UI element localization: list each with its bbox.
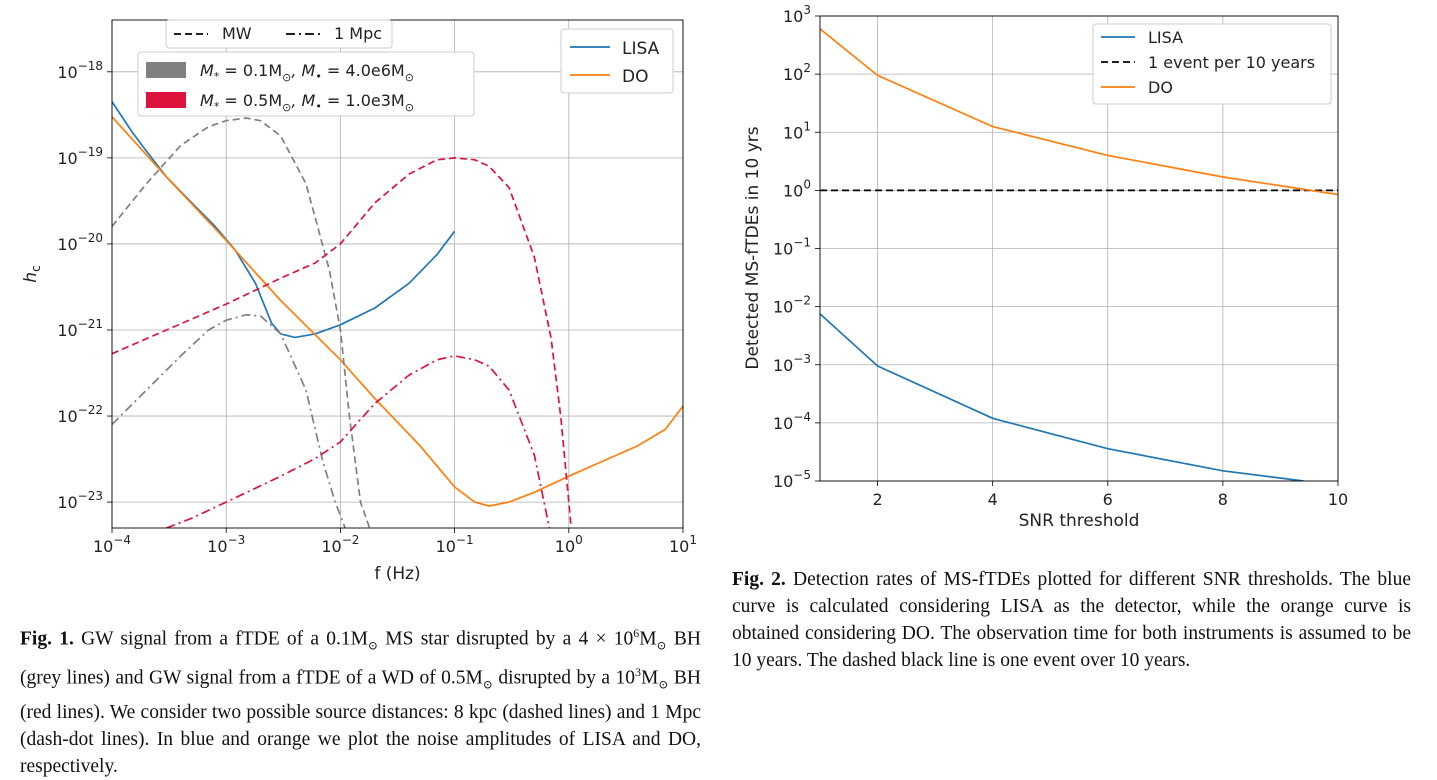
caption-text: MS star disrupted by a 4 × 10 — [378, 628, 634, 650]
y-tick-label: 10−22 — [57, 403, 103, 426]
y-tick-label: 100 — [783, 177, 811, 200]
x-tick-label: 10−4 — [93, 533, 131, 556]
series-line — [112, 313, 346, 528]
caption-text: M — [641, 667, 659, 689]
legend-label: LISA — [1148, 28, 1183, 47]
legend-box — [1092, 23, 1332, 105]
figure-2-caption-label: Fig. 2. — [732, 569, 786, 590]
figure-1-plot: 10−4 10−3 10−2 10−1 100 101 10−18 10−19 10−20 10−… — [21, 19, 697, 584]
legend-label: M* = 0.1M⊙, M• = 4.0e6M⊙ — [200, 61, 414, 84]
y-tick-label: 103 — [783, 3, 811, 26]
legend-detectors: LISA DO — [560, 28, 674, 94]
figure-1-caption: Fig. 1. GW signal from a fTDE of a 0.1M⊙… — [20, 620, 701, 780]
legend-box — [165, 19, 393, 49]
y-tick-label: 10−4 — [773, 410, 811, 433]
legend-label: DO — [622, 67, 648, 87]
caption-text: BH (grey lines) and GW signal from a fTD… — [20, 628, 701, 689]
series-line — [820, 28, 1338, 196]
caption-text: BH (red lines). We consider two possible… — [20, 667, 701, 777]
legend-label: 1 Mpc — [334, 24, 382, 43]
x-tick-label: 8 — [1218, 490, 1228, 509]
legend-label: 1 event per 10 years — [1148, 53, 1315, 72]
plot-frame — [111, 19, 684, 529]
x-tick-label: 101 — [669, 533, 697, 556]
x-axis-label: SNR threshold — [1019, 511, 1140, 531]
figure-2-plot: 2 4 6 8 10 103 102 101 100 10−1 10−2 10−3 10−4 10−5 SN… — [743, 3, 1348, 531]
legend-swatch — [146, 62, 186, 78]
x-tick-label: 2 — [872, 490, 882, 509]
sun-symbol: ⊙ — [656, 638, 667, 653]
sun-symbol: ⊙ — [482, 677, 493, 692]
y-tick-label: 10−20 — [57, 231, 103, 254]
plot-frame — [819, 15, 1339, 482]
y-tick-label: 10−1 — [773, 236, 811, 259]
x-tick-label: 10 — [1328, 490, 1348, 509]
caption-text: M — [639, 628, 657, 650]
series-line — [166, 355, 551, 528]
y-tick-label: 10−19 — [57, 145, 103, 168]
legend-sources: M* = 0.1M⊙, M• = 4.0e6M⊙ M* = 0.5M⊙, M• =… — [137, 51, 475, 117]
x-tick-label: 6 — [1103, 490, 1113, 509]
series-group — [112, 101, 683, 528]
legend-linestyle: MW 1 Mpc — [165, 19, 393, 49]
y-tick-label: 10−23 — [57, 489, 103, 512]
caption-exponent: 6 — [633, 626, 640, 640]
legend-label: MW — [222, 24, 252, 43]
series-line — [820, 313, 1304, 481]
series-group — [820, 28, 1338, 481]
y-tick-label: 102 — [783, 61, 811, 84]
y-tick-label: 10−5 — [773, 468, 811, 491]
legend-label: M* = 0.5M⊙, M• = 1.0e3M⊙ — [200, 91, 414, 114]
y-axis-label: Detected MS-fTDEs in 10 yrs — [743, 126, 763, 369]
legend-box — [560, 28, 674, 94]
y-tick-label: 101 — [783, 119, 811, 142]
legend-label: LISA — [622, 39, 660, 59]
y-axis-label: hc — [21, 265, 43, 282]
series-line — [112, 117, 371, 528]
legend-swatch — [146, 92, 186, 108]
y-tick-label: 10−3 — [773, 352, 811, 375]
x-tick-label: 100 — [555, 533, 583, 556]
x-tick-label: 10−3 — [207, 533, 245, 556]
caption-exponent: 3 — [635, 665, 642, 680]
legend-label: DO — [1148, 78, 1173, 97]
legend: LISA 1 event per 10 years DO — [1092, 23, 1332, 105]
y-tick-label: 10−2 — [773, 294, 811, 317]
sun-symbol: ⊙ — [658, 677, 669, 692]
legend-box — [137, 51, 475, 117]
x-tick-label: 4 — [988, 490, 998, 509]
figure-1-caption-label: Fig. 1. — [20, 628, 74, 650]
series-line — [112, 116, 683, 507]
x-tick-label: 10−2 — [321, 533, 359, 556]
x-axis-label: f (Hz) — [374, 564, 420, 584]
caption-text: disrupted by a 10 — [492, 667, 636, 689]
caption-text: GW signal from a fTDE of a 0.1M — [81, 628, 368, 650]
caption-text: Detection rates of MS-fTDEs plotted for … — [732, 569, 1411, 671]
figure-2-caption: Fig. 2. Detection rates of MS-fTDEs plot… — [732, 566, 1411, 674]
y-tick-label: 10−18 — [57, 59, 103, 82]
sun-symbol: ⊙ — [368, 638, 379, 653]
x-tick-label: 10−1 — [436, 533, 474, 556]
y-tick-label: 10−21 — [57, 317, 103, 340]
